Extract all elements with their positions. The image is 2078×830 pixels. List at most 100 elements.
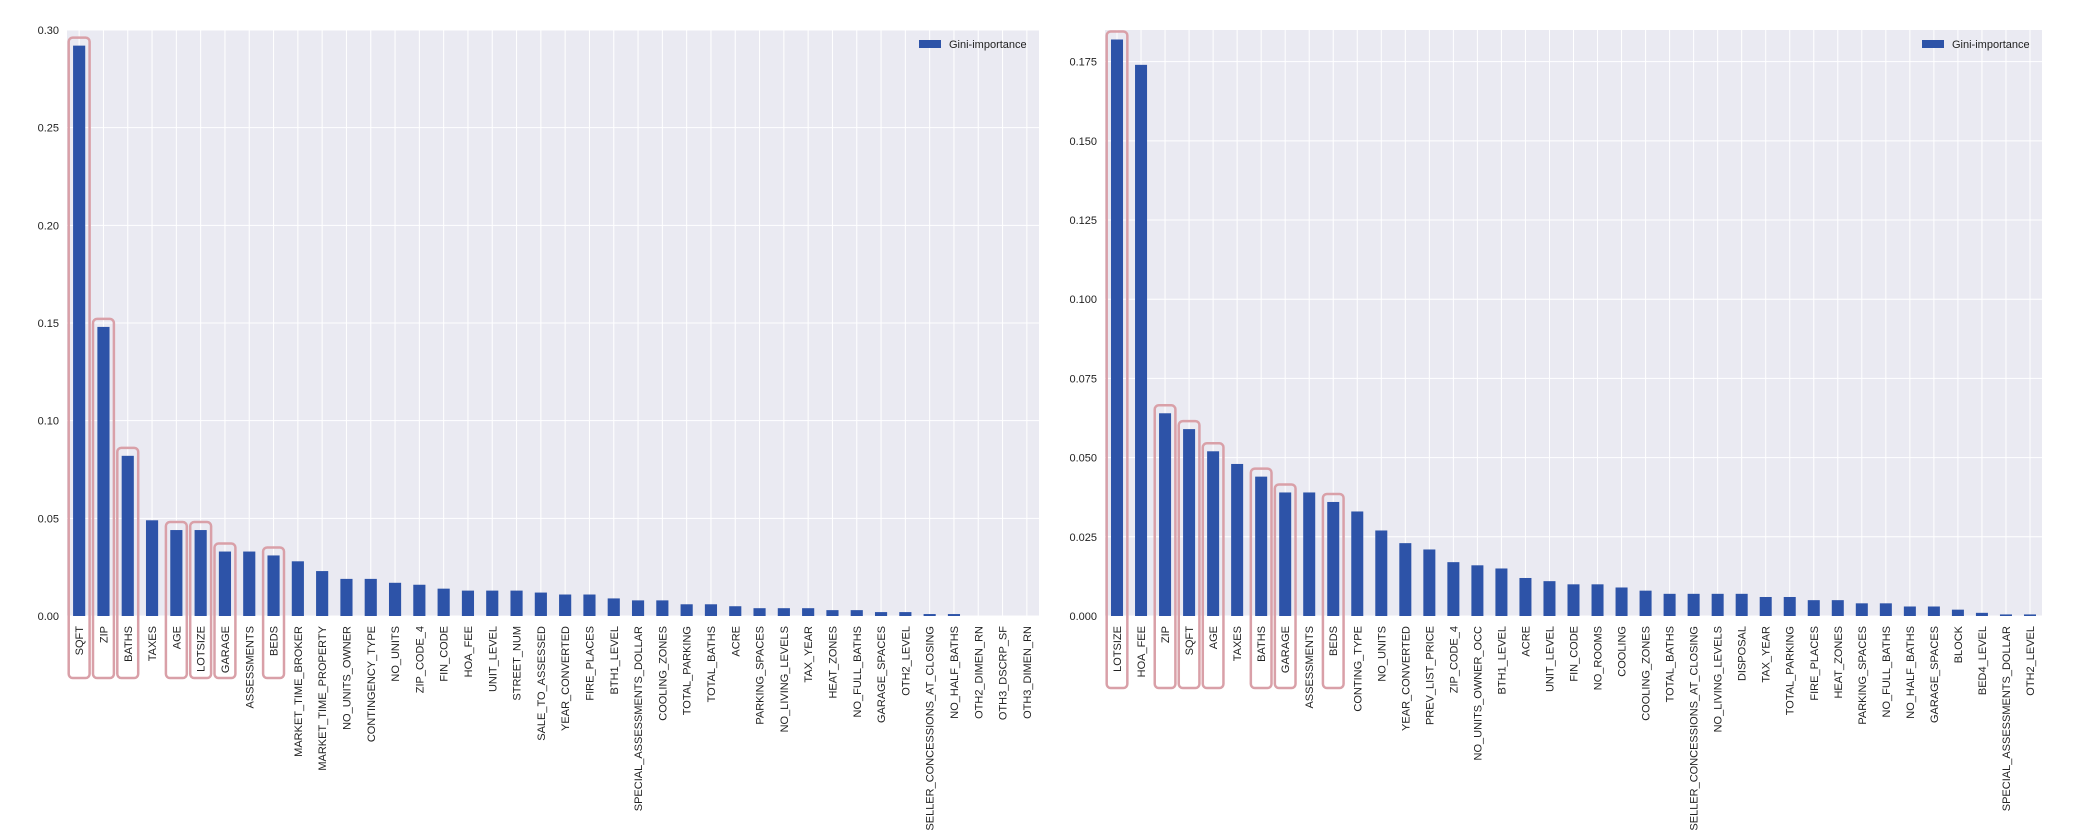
bar [1663,593,1676,616]
x-tick-label: NO_UNITS_OWNER_OCC [1472,626,1484,761]
bar [1711,593,1724,616]
bar [1999,614,2012,616]
bar [1255,476,1268,616]
highlight-box [116,446,140,680]
feature-importance-chart-right: 0.000 0.025 0.050 0.075 0.100 0.125 0.150 0.175… [1039,0,2078,830]
x-tick-label: ACRE [1520,626,1532,657]
bar [874,612,888,616]
y-tick-label: 0.125 [1069,215,1097,227]
x-tick-label: FIRE_PLACES [584,626,596,701]
bar [534,592,547,616]
x-tick-label: COOLING [1617,626,1629,677]
bar [194,530,207,616]
y-tick-label: 0.175 [1069,57,1097,69]
x-tick-label: PARKING_SPACES [755,626,767,725]
x-tick-label: NO_UNITS [1376,626,1388,682]
bar [413,584,426,616]
x-tick-label: NO_HALF_BATHS [949,626,961,719]
legend-label: Gini-importance [949,39,1027,51]
x-tick-label: OTH3_DIMEN_RN [1022,626,1034,719]
x-tick-label: SELLER_CONCESSIONS_AT_CLOSING [1689,626,1701,830]
bar [1447,562,1460,616]
legend-swatch [919,40,941,48]
chart-left-svg: 0.00 0.05 0.10 0.15 0.20 0.25 0.30 SQFT ZIP BATHS… [38,25,1039,830]
bar [1375,530,1388,616]
bar [1423,549,1436,616]
bar [1591,584,1604,616]
bar [316,571,329,616]
bar [291,561,304,616]
x-tick-label: BEDS [269,626,281,656]
bar [583,594,596,616]
bar [1807,600,1820,616]
x-tick-label: TOTAL_PARKING [682,626,694,715]
y-tick-label: 0.150 [1069,136,1097,148]
x-tick-label: COOLING_ZONES [657,626,669,721]
x-tick-label: AGE [1208,626,1220,649]
bar [1327,501,1340,616]
y-tick-label: 0.025 [1069,532,1097,544]
x-tick-label: NO_FULL_BATHS [1881,626,1893,718]
x-tick-label: CONTINGENCY_TYPE [366,626,378,742]
x-tick-label: ASSESSMENTS [1304,626,1316,709]
y-tick-label: 0.30 [38,25,59,37]
x-tick-label: TOTAL_BATHS [1665,626,1677,702]
highlight-box [1201,442,1225,690]
x-tick-label: BATHS [1256,626,1268,662]
x-tick-label: FIN_CODE [1569,626,1581,682]
x-tick-label: MARKET_TIME_BROKER [293,626,305,757]
x-tick-label: BED4_LEVEL [1977,626,1989,695]
x-tick-label: CONTING_TYPE [1352,626,1364,712]
x-tick-label: BTH1_LEVEL [609,626,621,694]
bar [1303,492,1316,616]
bar [145,520,159,616]
bar [729,606,742,616]
x-tick-label: HOA_FEE [1136,626,1148,677]
bar [947,614,961,616]
bar [388,582,402,616]
x-tick-label: ASSESSMENTS [244,626,256,709]
bar [1543,581,1556,616]
x-tick-label: OTH2_LEVEL [900,626,912,696]
bar [1279,492,1292,616]
x-tick-label: TAXES [147,626,159,661]
bar [923,614,936,616]
highlight-box [261,546,286,680]
highlight-box [213,542,237,680]
x-tick-label: NO_HALF_BATHS [1905,626,1917,719]
x-tick-label: SALE_TO_ASSESSED [536,626,548,741]
bar [1855,603,1868,616]
y-tick-label: 0.15 [38,318,59,330]
bar [1519,577,1532,616]
bar [1615,587,1628,616]
bar [1879,603,1892,616]
feature-importance-chart-left: 0.00 0.05 0.10 0.15 0.20 0.25 0.30 SQFT ZIP BATHS… [38,25,1039,830]
x-tick-label: TOTAL_BATHS [706,626,718,702]
bar [753,608,766,616]
bar [364,578,377,616]
chart-right-svg: 0.000 0.025 0.050 0.075 0.100 0.125 0.150 0.175… [1069,30,2042,830]
x-tick-label: GARAGE [1280,626,1292,673]
x-tick-label: PARKING_SPACES [1857,626,1869,725]
bar [1639,590,1652,616]
y-tick-label: 0.05 [38,513,59,525]
bar [1183,429,1196,616]
x-tick-label: YEAR_CONVERTED [1400,626,1412,731]
y-tick-label: 0.20 [38,220,59,232]
x-tick-label: DISPOSAL [1737,626,1749,681]
highlight-box [91,317,116,680]
x-tick-label: BATHS [123,626,135,662]
bar [899,612,912,616]
bar [267,555,280,616]
x-tick-label: OTH2_DIMEN_RN [973,626,985,719]
highlight-box [1105,30,1129,690]
x-tick-label: OTH3_DSCRP_SF [998,626,1010,720]
bar [1351,511,1364,616]
x-tick-label: ZIP_CODE_4 [414,626,426,693]
bar [243,551,256,616]
y-tick-label: 0.050 [1069,453,1097,465]
bar [1783,596,1796,616]
x-tick-label: OTH2_LEVEL [2025,626,2037,696]
highlight-box [1153,404,1177,690]
bar [1951,609,1964,616]
